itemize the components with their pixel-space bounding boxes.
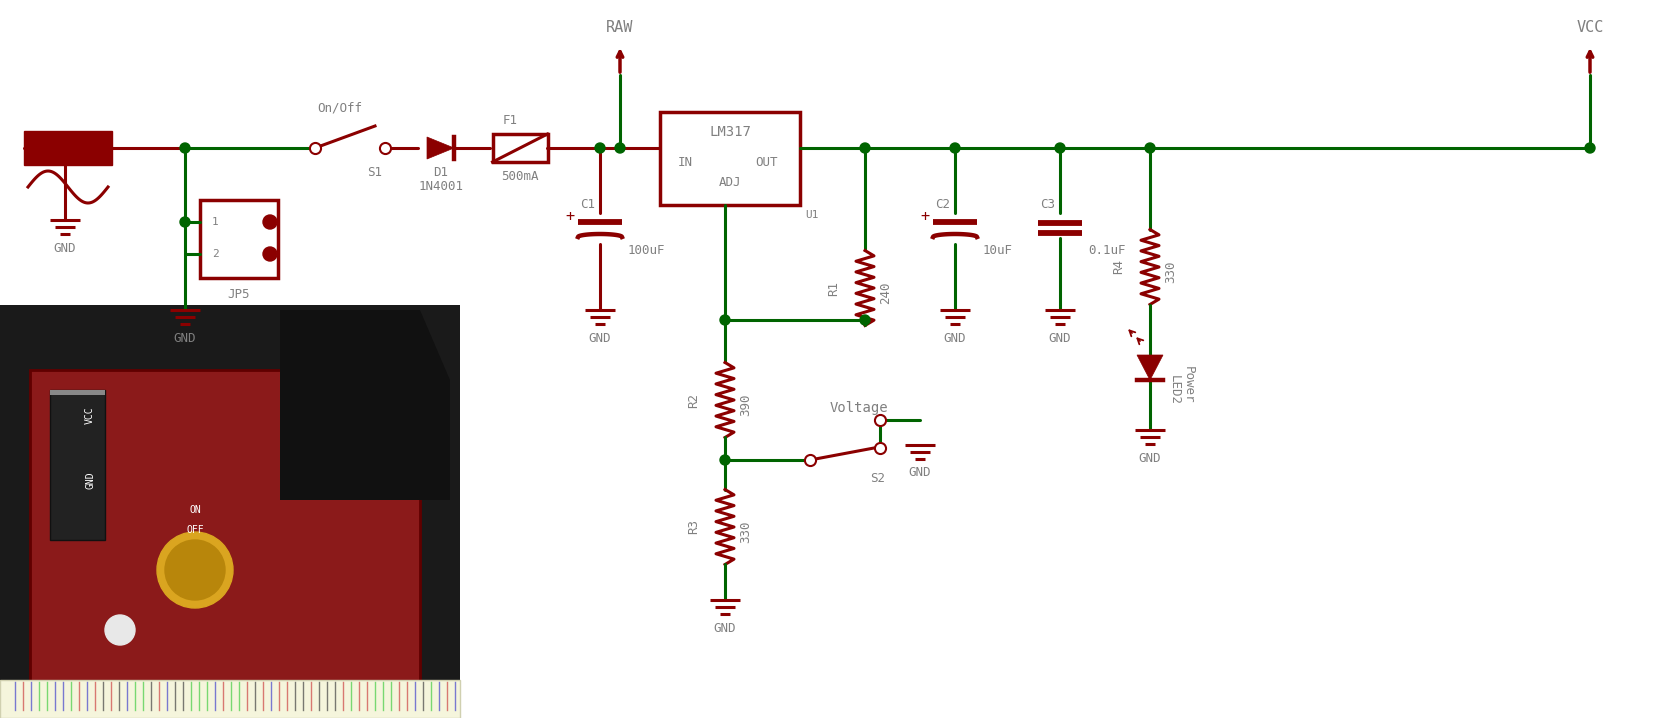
Text: GND: GND <box>943 332 967 345</box>
Text: GND: GND <box>1139 452 1161 465</box>
Text: VCC: VCC <box>85 406 95 424</box>
Text: GND: GND <box>85 471 95 489</box>
Text: R4: R4 <box>1111 259 1124 274</box>
Text: 330: 330 <box>1164 261 1178 283</box>
Circle shape <box>719 455 729 465</box>
Bar <box>30 370 420 710</box>
Circle shape <box>1585 143 1595 153</box>
Text: R1: R1 <box>827 281 840 296</box>
Text: GND: GND <box>1048 332 1071 345</box>
Text: LM317: LM317 <box>709 125 751 139</box>
Text: R3: R3 <box>688 520 699 534</box>
Text: ON: ON <box>189 505 201 515</box>
Circle shape <box>615 143 625 153</box>
Text: +: + <box>920 208 930 223</box>
Text: VCC: VCC <box>1576 21 1603 35</box>
Text: C2: C2 <box>935 198 950 212</box>
Circle shape <box>179 217 189 227</box>
Text: GND: GND <box>714 622 736 635</box>
Text: D1: D1 <box>434 166 448 179</box>
Text: 10uF: 10uF <box>983 243 1013 256</box>
Text: RAW: RAW <box>606 21 635 35</box>
Text: Power: Power <box>1183 366 1194 404</box>
Text: 1: 1 <box>213 217 219 227</box>
Circle shape <box>262 247 277 261</box>
Text: 500mA: 500mA <box>502 169 538 182</box>
Polygon shape <box>281 310 450 500</box>
Text: 240: 240 <box>879 281 892 304</box>
Text: IN: IN <box>678 156 693 169</box>
Bar <box>50 390 105 395</box>
Bar <box>0 305 460 718</box>
Text: ADJ: ADJ <box>719 175 741 189</box>
Text: S2: S2 <box>870 472 885 485</box>
Text: C1: C1 <box>580 198 595 212</box>
Bar <box>23 131 111 165</box>
Bar <box>493 134 548 162</box>
Circle shape <box>595 143 605 153</box>
Text: On/Off: On/Off <box>317 101 362 114</box>
Circle shape <box>179 143 189 153</box>
Circle shape <box>950 143 960 153</box>
Text: 390: 390 <box>739 393 752 416</box>
Text: +: + <box>565 208 575 223</box>
Text: Voltage: Voltage <box>830 401 889 415</box>
Text: GND: GND <box>909 467 932 480</box>
Polygon shape <box>1138 355 1163 380</box>
Circle shape <box>105 615 135 645</box>
Bar <box>659 112 801 205</box>
Text: 2: 2 <box>213 249 219 259</box>
Circle shape <box>262 215 277 229</box>
Text: 330: 330 <box>739 521 752 544</box>
Text: F1: F1 <box>503 113 518 126</box>
Text: OFF: OFF <box>186 525 204 535</box>
Circle shape <box>860 315 870 325</box>
Text: GND: GND <box>53 241 76 254</box>
Text: OUT: OUT <box>756 156 777 169</box>
Text: JP5: JP5 <box>228 287 251 301</box>
Bar <box>50 390 105 540</box>
Circle shape <box>1144 143 1154 153</box>
Text: R2: R2 <box>688 393 699 408</box>
Text: 1N4001: 1N4001 <box>419 180 463 192</box>
Circle shape <box>158 532 233 608</box>
Text: 100uF: 100uF <box>628 243 666 256</box>
Circle shape <box>164 540 224 600</box>
Text: S1: S1 <box>367 166 382 179</box>
Text: 0.1uF: 0.1uF <box>1088 243 1126 256</box>
Bar <box>199 200 277 278</box>
Circle shape <box>719 315 729 325</box>
Circle shape <box>860 143 870 153</box>
Text: U1: U1 <box>806 210 819 220</box>
Text: C3: C3 <box>1040 198 1055 212</box>
Text: LED2: LED2 <box>1168 375 1181 405</box>
Text: GND: GND <box>174 332 196 345</box>
Text: GND: GND <box>588 332 611 345</box>
Polygon shape <box>427 137 453 159</box>
Circle shape <box>1055 143 1065 153</box>
Bar <box>0 680 460 718</box>
